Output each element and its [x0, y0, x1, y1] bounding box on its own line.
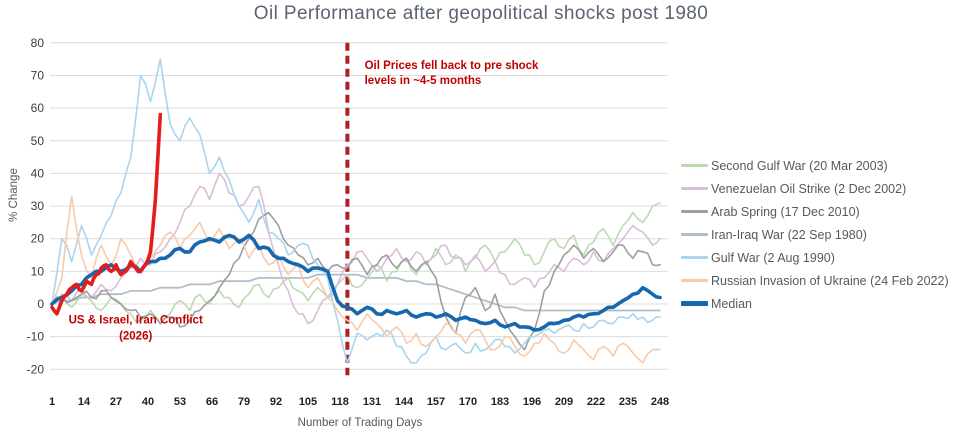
event-line-label: Oil Prices fell back to pre shock: [365, 60, 539, 72]
series-line-arab-spring: [51, 211, 661, 351]
legend-label-gulf-war: Gulf War (2 Aug 1990): [711, 250, 835, 265]
y-tick-label: 70: [31, 68, 45, 82]
x-tick-label: 14: [78, 396, 91, 408]
legend-item-median: Median: [681, 292, 949, 315]
legend: Second Gulf War (20 Mar 2003) Venezuelan …: [681, 154, 949, 315]
x-tick-label: 66: [206, 396, 218, 408]
legend-swatch-median: [681, 301, 708, 306]
legend-label-arab-spring: Arab Spring (17 Dec 2010): [711, 204, 860, 219]
legend-item-arab-spring: Arab Spring (17 Dec 2010): [681, 200, 949, 223]
series-line-us-israel-iran-conflict: [50, 112, 163, 316]
y-tick-label: 10: [31, 264, 45, 278]
legend-item-second-gulf-war: Second Gulf War (20 Mar 2003): [681, 154, 949, 177]
y-tick-label: -20: [27, 362, 45, 376]
x-tick-label: 209: [555, 396, 573, 408]
x-tick-label: 53: [174, 396, 186, 408]
legend-swatch-arab-spring: [681, 210, 708, 213]
x-tick-label: 157: [427, 396, 445, 408]
y-tick-label: 80: [31, 36, 45, 50]
legend-label-median: Median: [711, 296, 752, 311]
legend-swatch-gulf-war: [681, 256, 708, 259]
x-tick-label: 79: [238, 396, 250, 408]
legend-item-gulf-war: Gulf War (2 Aug 1990): [681, 246, 949, 269]
y-tick-label: 0: [37, 297, 44, 311]
legend-swatch-russian-invasion-ukraine: [681, 279, 708, 282]
y-tick-label: -10: [27, 330, 45, 344]
legend-swatch-second-gulf-war: [681, 164, 708, 167]
series-line-russian-invasion-ukraine: [51, 195, 661, 364]
legend-item-iran-iraq-war: Iran-Iraq War (22 Sep 1980): [681, 223, 949, 246]
x-tick-label: 1: [49, 396, 55, 408]
x-tick-label: 235: [619, 396, 637, 408]
series-line-gulf-war: [51, 58, 661, 364]
legend-item-venezuelan-oil-strike: Venezuelan Oil Strike (2 Dec 2002): [681, 177, 949, 200]
x-tick-label: 196: [523, 396, 541, 408]
x-tick-label: 92: [270, 396, 282, 408]
series-line-venezuelan-oil-strike: [51, 172, 661, 325]
y-tick-label: 60: [31, 101, 45, 115]
conflict-note: US & Israel, Iran Conflict: [69, 315, 203, 327]
legend-label-venezuelan-oil-strike: Venezuelan Oil Strike (2 Dec 2002): [711, 181, 907, 196]
series-line-second-gulf-war: [51, 202, 661, 325]
y-tick-label: 30: [31, 199, 45, 213]
series-line-median: [50, 233, 662, 332]
series-line-iran-iraq-war: [51, 273, 661, 312]
x-tick-label: 105: [299, 396, 317, 408]
legend-swatch-iran-iraq-war: [681, 233, 708, 236]
x-tick-label: 118: [331, 396, 349, 408]
legend-swatch-venezuelan-oil-strike: [681, 187, 708, 190]
x-tick-label: 144: [395, 396, 414, 408]
x-tick-label: 170: [459, 396, 477, 408]
chart-title: Oil Performance after geopolitical shock…: [253, 3, 709, 24]
event-line-label: levels in ~4-5 months: [365, 75, 482, 87]
legend-label-iran-iraq-war: Iran-Iraq War (22 Sep 1980): [711, 227, 867, 242]
gridlines: 80 70 60 50 40 30 20 10 0 -10 -20: [27, 36, 668, 376]
x-tick-label: 222: [587, 396, 605, 408]
y-tick-label: 50: [31, 134, 45, 148]
legend-item-russian-invasion-ukraine: Russian Invasion of Ukraine (24 Feb 2022…: [681, 269, 949, 292]
y-tick-label: 40: [31, 166, 45, 180]
x-tick-label: 183: [491, 396, 509, 408]
x-tick-labels: 1 14 27 40 53 66 79 92 105 118 131 144 157 170 183 196 2…: [49, 396, 669, 408]
x-tick-label: 248: [651, 396, 669, 408]
x-axis-label: Number of Trading Days: [297, 417, 423, 429]
x-tick-label: 27: [110, 396, 122, 408]
x-tick-label: 40: [142, 396, 154, 408]
legend-label-second-gulf-war: Second Gulf War (20 Mar 2003): [711, 158, 888, 173]
y-tick-label: 20: [31, 232, 45, 246]
x-tick-label: 131: [363, 396, 381, 408]
conflict-note: (2026): [119, 331, 152, 343]
legend-label-russian-invasion-ukraine: Russian Invasion of Ukraine (24 Feb 2022…: [711, 273, 949, 288]
